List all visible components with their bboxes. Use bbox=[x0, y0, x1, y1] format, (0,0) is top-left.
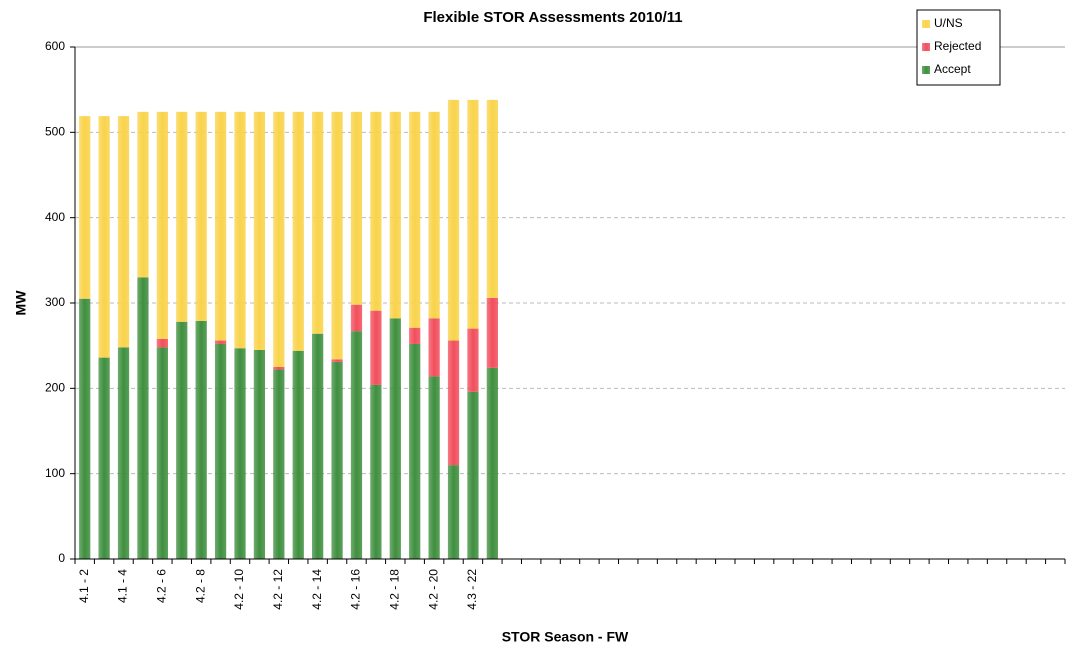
x-tick-label: 4.2 - 14 bbox=[310, 569, 324, 610]
bar-segment bbox=[331, 361, 343, 559]
bar-segment bbox=[447, 465, 460, 559]
bar-segment bbox=[428, 376, 440, 559]
bar-segment bbox=[98, 357, 110, 559]
bar-segment bbox=[273, 367, 285, 370]
bar-segment bbox=[156, 338, 168, 348]
bar-segment bbox=[273, 369, 285, 559]
legend-box bbox=[916, 9, 1001, 86]
bar-segment bbox=[117, 116, 130, 348]
bar-segment bbox=[176, 321, 188, 559]
x-tick-label: 4.2 - 16 bbox=[349, 569, 363, 610]
bar-segment bbox=[428, 318, 440, 377]
bar-segment bbox=[409, 111, 421, 328]
bar-segment bbox=[467, 99, 479, 329]
bar-segment bbox=[447, 99, 460, 341]
bar-segment bbox=[350, 304, 363, 332]
bar-segment bbox=[312, 333, 324, 559]
x-tick-label: 4.1 - 4 bbox=[116, 569, 130, 603]
y-axis-title: MW bbox=[13, 290, 29, 316]
legend-swatch bbox=[922, 43, 930, 51]
legend-label: Accept bbox=[934, 62, 971, 76]
bar-segment bbox=[370, 111, 382, 311]
bar-segment bbox=[350, 111, 363, 305]
bar-segment bbox=[331, 359, 343, 362]
bar-segment bbox=[370, 310, 382, 385]
bar-segment bbox=[389, 111, 401, 319]
x-tick-label: 4.2 - 6 bbox=[155, 569, 169, 603]
bar-segment bbox=[486, 99, 498, 298]
x-tick-label: 4.3 - 22 bbox=[465, 569, 479, 610]
bar-segment bbox=[137, 111, 149, 278]
bar-segment bbox=[195, 320, 207, 559]
bar-segment bbox=[253, 349, 266, 559]
bar-segment bbox=[409, 327, 421, 344]
bar-segment bbox=[79, 116, 91, 299]
bar-segment bbox=[137, 277, 149, 559]
x-tick-label: 4.2 - 10 bbox=[232, 569, 246, 610]
bar-segment bbox=[467, 328, 479, 392]
chart-title: Flexible STOR Assessments 2010/11 bbox=[423, 9, 682, 26]
bar-segment bbox=[409, 343, 421, 559]
bar-segment bbox=[292, 111, 304, 351]
y-tick-label: 500 bbox=[45, 125, 65, 139]
x-tick-label: 4.1 - 2 bbox=[77, 569, 91, 603]
y-tick-label: 600 bbox=[45, 39, 65, 53]
bar-segment bbox=[312, 111, 324, 334]
legend-label: U/NS bbox=[934, 16, 963, 30]
y-tick-label: 400 bbox=[45, 210, 65, 224]
x-axis-title: STOR Season - FW bbox=[502, 629, 629, 645]
x-tick-label: 4.2 - 20 bbox=[426, 569, 440, 610]
bar-segment bbox=[156, 347, 168, 559]
legend-label: Rejected bbox=[934, 39, 981, 53]
x-tick-label: 4.2 - 12 bbox=[271, 569, 285, 610]
y-tick-label: 0 bbox=[58, 551, 65, 565]
legend-swatch bbox=[922, 66, 930, 74]
bar-segment bbox=[292, 350, 304, 559]
bar-segment bbox=[273, 111, 285, 367]
bar-segment bbox=[486, 297, 498, 368]
bar-segment bbox=[253, 111, 266, 350]
bar-segment bbox=[331, 111, 343, 360]
bar-segment bbox=[117, 347, 130, 559]
bar-segment bbox=[214, 340, 227, 344]
bar-segment bbox=[98, 116, 110, 358]
bar-segment bbox=[350, 331, 363, 559]
bar-segment bbox=[428, 111, 440, 319]
bar-segment bbox=[156, 111, 168, 339]
bar-segment bbox=[234, 111, 246, 349]
bar-segment bbox=[389, 318, 401, 559]
bar-segment bbox=[79, 298, 91, 559]
bar-segment bbox=[486, 367, 498, 559]
bar-segment bbox=[234, 348, 246, 559]
y-tick-label: 200 bbox=[45, 381, 65, 395]
bar-segment bbox=[195, 111, 207, 321]
y-tick-label: 100 bbox=[45, 466, 65, 480]
bar-segment bbox=[214, 111, 227, 341]
x-tick-label: 4.2 - 8 bbox=[193, 569, 207, 603]
bar-segment bbox=[370, 384, 382, 559]
bar-segment bbox=[467, 391, 479, 559]
bar-segment bbox=[214, 343, 227, 559]
y-tick-label: 300 bbox=[45, 295, 65, 309]
bar-segment bbox=[447, 340, 460, 466]
legend-swatch bbox=[922, 20, 930, 28]
x-tick-label: 4.2 - 18 bbox=[387, 569, 401, 610]
bar-segment bbox=[176, 111, 188, 322]
